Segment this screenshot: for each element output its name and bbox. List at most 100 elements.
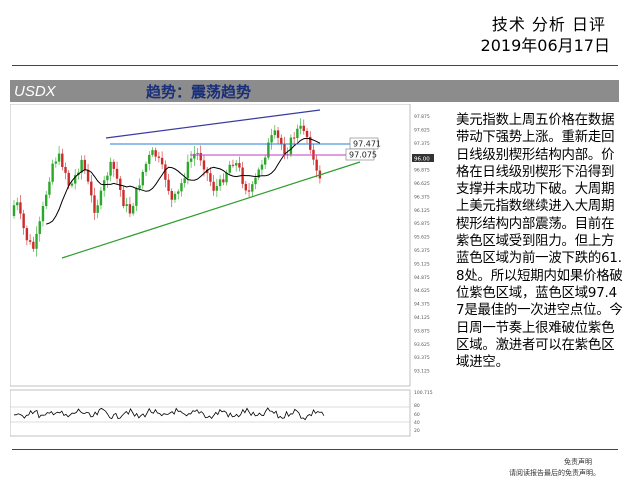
analysis-commentary: 美元指数上周五价格在数据带动下强势上涨。重新走回日线级别楔形结构内部。价格在日线… bbox=[456, 113, 623, 371]
candle-body bbox=[122, 189, 125, 207]
last-price-marker bbox=[412, 154, 434, 162]
candle-body bbox=[215, 186, 219, 191]
candle-body bbox=[157, 156, 161, 158]
osc-tick-label: 100.715 bbox=[414, 390, 433, 396]
header-divider bbox=[12, 65, 618, 66]
candle-body bbox=[112, 161, 116, 169]
candle-body bbox=[244, 183, 248, 191]
symbol-banner: USDX 趋势：震荡趋势 bbox=[10, 80, 619, 102]
price-tick-label: 93.125 bbox=[414, 369, 430, 375]
trend-label: 趋势：震荡趋势 bbox=[146, 82, 252, 101]
candle-body bbox=[189, 158, 193, 162]
candle-body bbox=[289, 137, 293, 155]
candle-body bbox=[51, 163, 54, 182]
price-tick-label: 93.875 bbox=[414, 328, 430, 334]
osc-tick-label: 80 bbox=[414, 403, 420, 409]
price-tick-label: 97.625 bbox=[414, 127, 430, 133]
candle-body bbox=[64, 167, 67, 173]
candle-body bbox=[38, 221, 41, 234]
candle-body bbox=[102, 180, 106, 191]
price-tick-label: 97.375 bbox=[414, 141, 430, 147]
purple-zone-label: 97.075 bbox=[349, 151, 377, 160]
oscillator-line bbox=[14, 407, 325, 421]
candle-body bbox=[19, 202, 22, 214]
candle-body bbox=[22, 213, 25, 229]
candle-body bbox=[93, 195, 96, 213]
candle-body bbox=[12, 205, 16, 216]
candle-body bbox=[292, 137, 296, 139]
blue-zone-label: 97.471 bbox=[353, 140, 381, 149]
candle-body bbox=[251, 184, 254, 192]
moving-average-line bbox=[46, 137, 321, 225]
candle-body bbox=[83, 159, 87, 171]
report-title: 技术 分析 日评 bbox=[491, 15, 606, 34]
candle-body bbox=[222, 179, 225, 183]
price-tick-label: 93.625 bbox=[414, 342, 430, 348]
report-date: 2019年06月17日 bbox=[480, 36, 610, 55]
candle-body bbox=[48, 181, 51, 195]
candle-body bbox=[25, 228, 29, 241]
candle-body bbox=[260, 164, 264, 170]
candle-body bbox=[106, 175, 109, 181]
candle-body bbox=[196, 152, 199, 154]
price-tick-label: 96.625 bbox=[414, 181, 430, 187]
oscillator-panel bbox=[9, 389, 411, 437]
candle-body bbox=[54, 161, 58, 164]
candle-body bbox=[109, 161, 112, 176]
price-tick-label: 96.875 bbox=[414, 168, 430, 174]
candle-body bbox=[305, 130, 309, 137]
candle-body bbox=[160, 157, 164, 165]
candle-body bbox=[28, 240, 32, 242]
symbol-label: USDX bbox=[14, 82, 56, 100]
candle-body bbox=[154, 150, 157, 157]
candle-body bbox=[135, 188, 138, 206]
candle-body bbox=[270, 135, 273, 143]
candle-body bbox=[247, 190, 251, 192]
candle-body bbox=[80, 159, 83, 173]
candle-body bbox=[302, 125, 305, 131]
candle-body bbox=[164, 164, 167, 180]
candle-body bbox=[206, 169, 209, 174]
candle-body bbox=[32, 241, 35, 249]
price-tick-label: 95.125 bbox=[414, 261, 430, 267]
candle-body bbox=[267, 142, 270, 158]
candle-body bbox=[234, 163, 238, 166]
candle-body bbox=[280, 137, 283, 145]
candle-body bbox=[309, 136, 312, 150]
candle-body bbox=[231, 164, 235, 166]
candle-body bbox=[90, 181, 93, 196]
candle-body bbox=[283, 144, 286, 155]
candle-body bbox=[170, 190, 173, 200]
candle-body bbox=[273, 130, 277, 136]
candle-body bbox=[315, 159, 318, 171]
osc-tick-label: 20 bbox=[414, 428, 420, 434]
candle-body bbox=[218, 179, 222, 187]
price-tick-label: 93.375 bbox=[414, 355, 430, 361]
oscillator-axis: 100.715 80 60 40 20 bbox=[414, 390, 433, 434]
price-axis: 97.87597.62597.37597.12596.87596.62596.3… bbox=[414, 114, 430, 375]
candle-body bbox=[138, 185, 141, 189]
candle-body bbox=[70, 183, 74, 186]
price-tick-label: 94.375 bbox=[414, 302, 430, 308]
price-tick-label: 94.625 bbox=[414, 288, 430, 294]
candle-body bbox=[144, 163, 148, 172]
candle-body bbox=[35, 233, 38, 249]
candle-body bbox=[296, 128, 299, 139]
price-tick-label: 94.875 bbox=[414, 275, 430, 281]
candle-body bbox=[257, 169, 260, 178]
candle-body bbox=[57, 153, 61, 162]
price-tick-label: 94.125 bbox=[414, 315, 430, 321]
candle-body bbox=[115, 168, 119, 179]
candle-body bbox=[180, 183, 183, 192]
price-tick-label: 96.125 bbox=[414, 208, 430, 214]
candle-body bbox=[86, 170, 90, 182]
wedge-support-line bbox=[61, 161, 361, 259]
footer-divider bbox=[12, 449, 618, 450]
candle-body bbox=[186, 161, 190, 179]
candle-body bbox=[45, 194, 48, 206]
price-tick-label: 95.625 bbox=[414, 235, 430, 241]
price-tick-label: 95.375 bbox=[414, 248, 430, 254]
candle-body bbox=[125, 204, 128, 207]
price-panel bbox=[9, 103, 411, 387]
candle-body bbox=[183, 178, 186, 184]
